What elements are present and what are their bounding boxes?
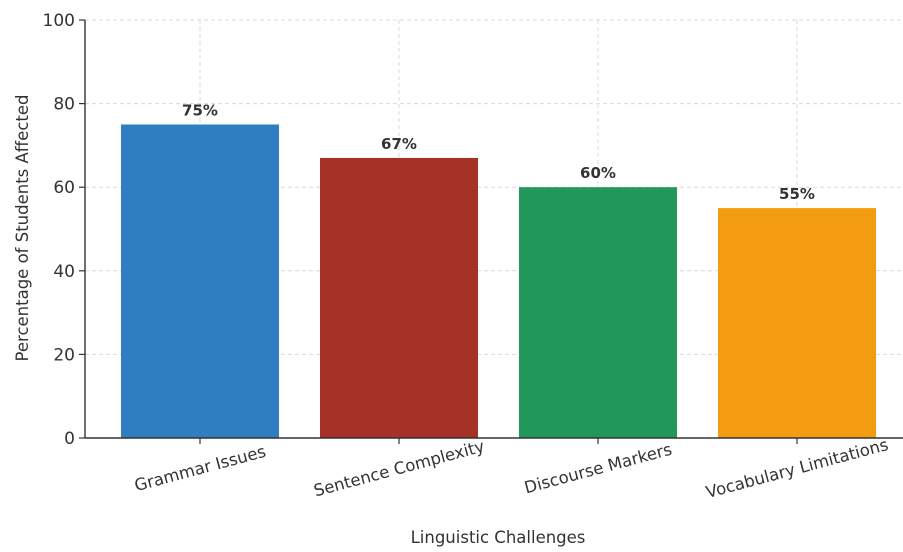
bars: [121, 124, 876, 438]
data-label: 75%: [182, 102, 218, 120]
y-tick-label: 40: [53, 262, 75, 282]
y-tick-label: 100: [43, 11, 75, 31]
y-tick-label: 20: [53, 345, 75, 365]
y-tick-label: 60: [53, 178, 75, 198]
bar-1: [320, 157, 478, 438]
x-tick-label: Discourse Markers: [522, 440, 674, 498]
axes: [79, 19, 903, 444]
data-label: 60%: [580, 164, 616, 182]
data-label: 55%: [779, 185, 815, 203]
x-axis-label: Linguistic Challenges: [411, 528, 586, 547]
x-tick-label: Vocabulary Limitations: [704, 435, 890, 502]
bar-3: [718, 208, 876, 438]
bar-0: [121, 124, 279, 438]
data-label: 67%: [381, 135, 417, 153]
y-tick-label: 80: [53, 95, 75, 115]
bar-2: [519, 187, 677, 438]
y-tick-label: 0: [64, 429, 75, 449]
x-tick-label: Grammar Issues: [132, 442, 268, 495]
x-tick-label: Sentence Complexity: [312, 436, 487, 500]
y-axis-label: Percentage of Students Affected: [13, 95, 32, 362]
